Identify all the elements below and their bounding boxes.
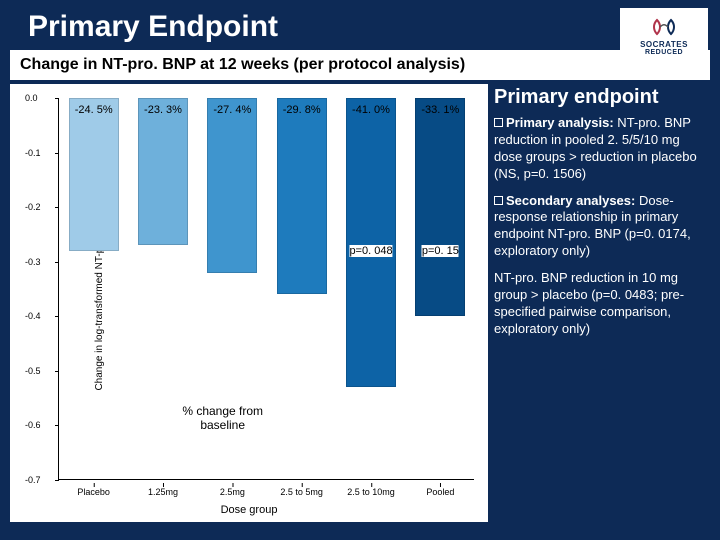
y-tick: -0.7 bbox=[25, 475, 41, 485]
x-tick: 2.5 to 10mg bbox=[347, 487, 395, 497]
logo-icon bbox=[649, 16, 679, 38]
x-tick: 2.5mg bbox=[220, 487, 245, 497]
x-tick: Placebo bbox=[77, 487, 110, 497]
bar-pct-label: -27. 4% bbox=[213, 104, 251, 116]
content-row: Change in log-transformed NT-pro.BNP 0.0… bbox=[10, 84, 710, 522]
x-tick: Pooled bbox=[426, 487, 454, 497]
primary-analysis-text: Primary analysis: NT-pro. BNP reduction … bbox=[494, 115, 708, 183]
logo-line1: SOCRATES bbox=[640, 40, 688, 49]
y-tick: -0.5 bbox=[25, 366, 41, 376]
bar-pct-label: -24. 5% bbox=[75, 104, 113, 116]
bar bbox=[138, 98, 188, 245]
p-value-label: p=0. 048 bbox=[349, 245, 392, 257]
y-tick: 0.0 bbox=[25, 93, 38, 103]
chart-panel: Change in log-transformed NT-pro.BNP 0.0… bbox=[10, 84, 488, 522]
bar-pct-label: -33. 1% bbox=[421, 104, 459, 116]
bar-pct-label: -23. 3% bbox=[144, 104, 182, 116]
y-tick: -0.4 bbox=[25, 311, 41, 321]
bar bbox=[415, 98, 465, 316]
page-title: Primary Endpoint bbox=[0, 0, 720, 44]
extra-text: NT-pro. BNP reduction in 10 mg group > p… bbox=[494, 270, 708, 338]
baseline-note: % change frombaseline bbox=[182, 404, 263, 432]
chart-subtitle: Change in NT-pro. BNP at 12 weeks (per p… bbox=[10, 50, 710, 80]
socrates-logo: SOCRATES REDUCED bbox=[620, 8, 708, 64]
y-tick: -0.6 bbox=[25, 420, 41, 430]
secondary-analyses-text: Secondary analyses: Dose-response relati… bbox=[494, 193, 708, 261]
side-heading: Primary endpoint bbox=[494, 86, 708, 109]
bar bbox=[207, 98, 257, 273]
y-tick: -0.3 bbox=[25, 257, 41, 267]
bar bbox=[346, 98, 396, 387]
x-tick: 1.25mg bbox=[148, 487, 178, 497]
bar bbox=[277, 98, 327, 294]
bar-pct-label: -41. 0% bbox=[352, 104, 390, 116]
p-value-label: p=0. 15 bbox=[422, 245, 459, 257]
bar bbox=[69, 98, 119, 251]
bar-pct-label: -29. 8% bbox=[283, 104, 321, 116]
logo-line2: REDUCED bbox=[645, 49, 683, 56]
plot-area: 0.0-0.1-0.2-0.3-0.4-0.5-0.6-0.7-24. 5%Pl… bbox=[58, 98, 474, 480]
bullet-icon bbox=[494, 118, 503, 127]
y-tick: -0.1 bbox=[25, 148, 41, 158]
x-tick: 2.5 to 5mg bbox=[280, 487, 323, 497]
x-axis-label: Dose group bbox=[221, 504, 278, 516]
side-panel: Primary endpoint Primary analysis: NT-pr… bbox=[494, 84, 708, 522]
y-tick: -0.2 bbox=[25, 202, 41, 212]
bullet-icon bbox=[494, 196, 503, 205]
